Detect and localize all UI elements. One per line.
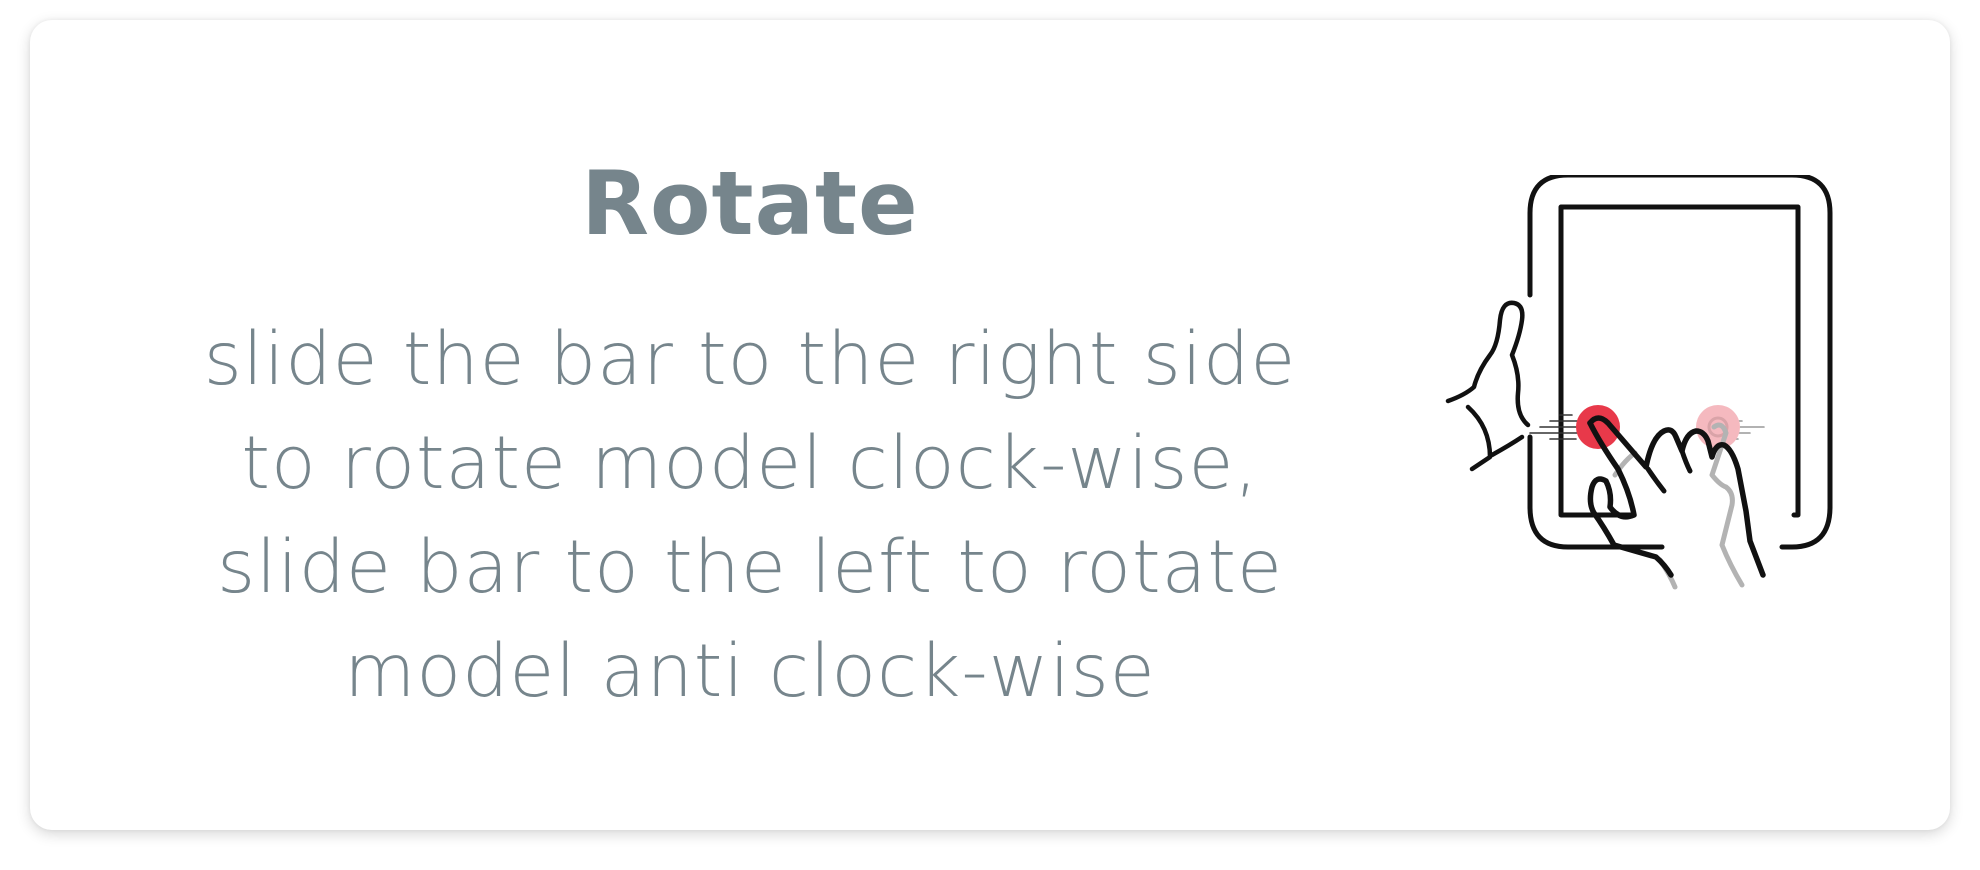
left-hand-palm (1465, 404, 1525, 472)
instruction-description: slide the bar to the right side to rotat… (90, 308, 1410, 724)
description-line: slide the bar to the right side (203, 317, 1297, 402)
instruction-text: Rotate slide the bar to the right side t… (90, 160, 1410, 724)
tablet-two-finger-swipe-icon (1445, 175, 1833, 590)
swipe-hand-icon (1587, 415, 1766, 578)
instruction-title: Rotate (581, 152, 919, 255)
ghost-hand (1709, 422, 1745, 588)
touch-point-active (1576, 405, 1620, 449)
tablet-frame-bottom (1527, 434, 1665, 550)
left-hand-icon (1445, 300, 1531, 428)
description-line: to rotate model clock-wise, (241, 421, 1259, 506)
description-line: slide bar to the left to rotate (217, 525, 1283, 610)
tablet-screen (1558, 204, 1801, 518)
tablet-frame (1527, 175, 1833, 550)
motion-lines-left (1529, 414, 1589, 440)
instruction-card: Rotate slide the bar to the right side t… (30, 20, 1950, 830)
description-line: model anti clock-wise (344, 629, 1156, 714)
